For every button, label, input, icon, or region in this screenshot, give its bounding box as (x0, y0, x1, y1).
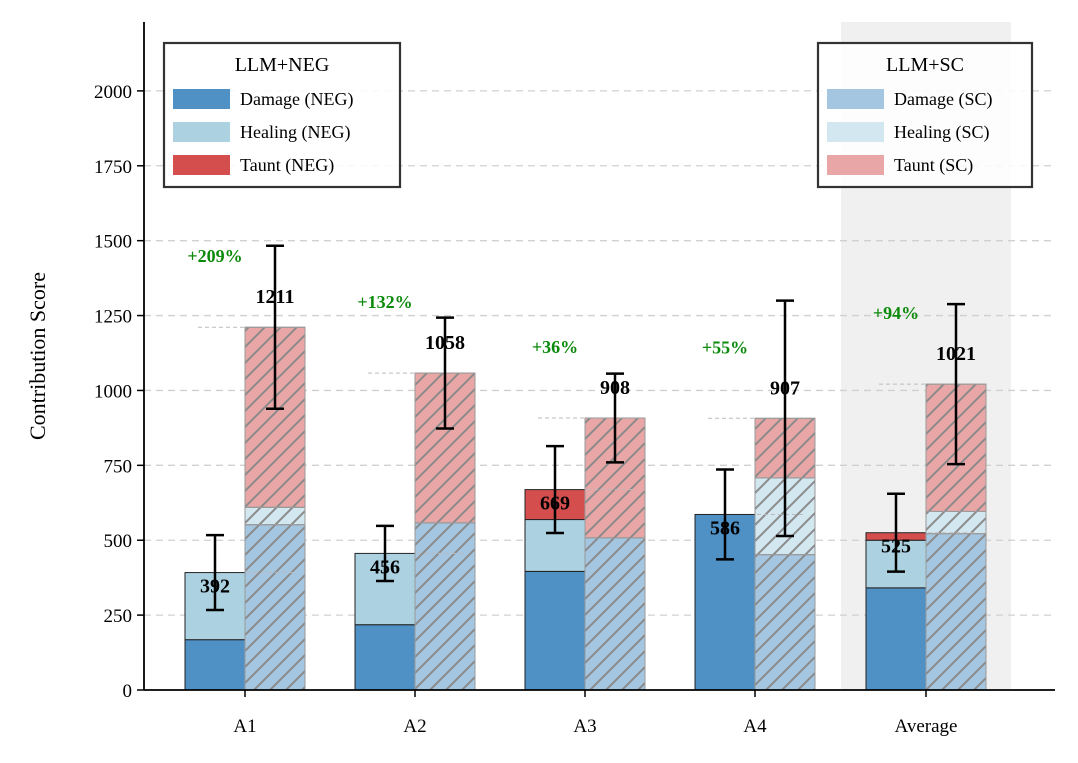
improvement-label: +94% (873, 303, 919, 323)
improvement-label: +36% (532, 337, 578, 357)
y-tick-label: 1750 (94, 157, 132, 178)
bar-hatch (925, 510, 987, 535)
improvement-label: +132% (357, 292, 412, 312)
legend-swatch (827, 122, 884, 142)
sc-total-label: 1211 (256, 286, 295, 308)
neg-total-label: 669 (540, 493, 570, 515)
x-tick-label: A1 (233, 716, 256, 737)
improvement-label: +209% (187, 246, 242, 266)
legend-swatch (173, 122, 230, 142)
legend-entry-label: Healing (SC) (894, 122, 989, 143)
y-tick-label: 500 (104, 531, 133, 552)
x-tick-label: A3 (573, 716, 596, 737)
bar-hatch (244, 506, 306, 526)
legend-title: LLM+NEG (235, 54, 330, 76)
bar-segment-damage-neg (354, 624, 416, 691)
y-tick-label: 0 (123, 681, 133, 702)
legend-swatch (173, 89, 230, 109)
neg-total-label: 525 (881, 536, 911, 558)
x-tick-label: A4 (743, 716, 767, 737)
sc-total-label: 908 (600, 377, 630, 399)
legend-llm-neg: LLM+NEG Damage (NEG) Healing (NEG) Taunt (N… (162, 41, 402, 189)
sc-total-label: 1021 (936, 343, 976, 365)
bar-hatch (584, 537, 646, 691)
y-tick-label: 250 (104, 606, 133, 627)
y-tick-label: 1000 (94, 381, 132, 402)
bar-segment-damage-neg (184, 639, 246, 691)
bar-hatch (414, 522, 476, 691)
y-tick-label: 1500 (94, 232, 132, 253)
legend-title: LLM+SC (886, 54, 964, 76)
neg-total-label: 586 (710, 517, 740, 539)
bar-segment-damage-neg (524, 570, 586, 691)
neg-total-label: 456 (370, 556, 400, 578)
legend-swatch (827, 155, 884, 175)
legend-swatch (173, 155, 230, 175)
neg-total-label: 392 (200, 576, 230, 598)
legend-entry-label: Healing (NEG) (240, 122, 350, 143)
x-tick-label: Average (895, 716, 958, 737)
legend-entry-label: Damage (NEG) (240, 89, 353, 110)
bar-hatch (754, 554, 816, 691)
y-tick-label: 1250 (94, 307, 132, 328)
legend-entry-label: Taunt (NEG) (240, 155, 334, 176)
y-axis-title: Contribution Score (25, 272, 50, 440)
bar-hatch (244, 524, 306, 691)
bar-hatch (925, 533, 987, 691)
y-tick-label: 750 (104, 456, 133, 477)
legend-swatch (827, 89, 884, 109)
sc-total-label: 907 (770, 377, 800, 399)
improvement-label: +55% (702, 337, 748, 357)
legend-entry-label: Damage (SC) (894, 89, 992, 110)
legend-llm-sc: LLM+SC Damage (SC) Healing (SC) Taunt (SC) (816, 41, 1034, 189)
sc-total-label: 1058 (425, 332, 465, 354)
legend-entry-label: Taunt (SC) (894, 155, 973, 176)
x-tick-label: A2 (403, 716, 426, 737)
bar-segment-damage-neg (865, 587, 927, 691)
y-tick-label: 2000 (94, 82, 132, 103)
